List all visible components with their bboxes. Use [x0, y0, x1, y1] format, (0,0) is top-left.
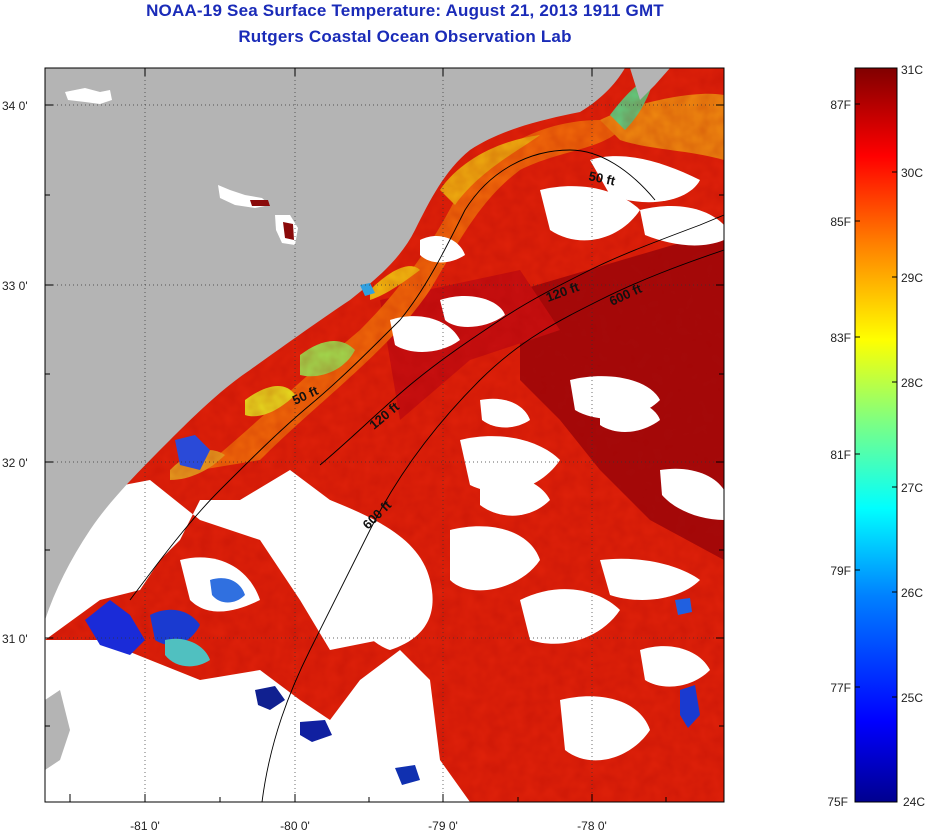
lon-label-79: -79 0': [428, 819, 458, 832]
scale-c-31: 31C: [901, 63, 923, 77]
colorbar-gradient: [854, 67, 898, 803]
scale-c-30: 30C: [901, 166, 923, 180]
lat-label-33: 33 0': [2, 279, 28, 293]
scale-f-77: 77F: [830, 681, 851, 695]
axis-ticks: [45, 68, 724, 802]
scale-f-83: 83F: [830, 331, 851, 345]
scale-c-27: 27C: [901, 481, 923, 495]
scale-c-29: 29C: [901, 271, 923, 285]
lat-label-31: 31 0': [2, 632, 28, 646]
scale-c-25: 25C: [901, 691, 923, 705]
scale-c-24: 24C: [903, 795, 925, 809]
map-subtitle: Rutgers Coastal Ocean Observation Lab: [238, 27, 572, 46]
lat-label-32: 32 0': [2, 456, 28, 470]
cloud-mask: [45, 156, 724, 802]
scale-f-87: 87F: [830, 98, 851, 112]
cool-water-patches: [85, 283, 700, 785]
bathymetry-contours: [129, 149, 724, 802]
lon-label-81: -81 0': [130, 819, 160, 832]
scale-f-85: 85F: [830, 215, 851, 229]
scale-c-26: 26C: [901, 586, 923, 600]
lon-label-78: -78 0': [577, 819, 607, 832]
map-frame: [44, 67, 725, 803]
lat-label-34: 34 0': [2, 99, 28, 113]
scale-f-75: 75F: [827, 795, 848, 809]
scale-f-79: 79F: [830, 564, 851, 578]
lon-label-80: -80 0': [280, 819, 310, 832]
contour-label-50ft-north: 50 ft: [587, 168, 617, 188]
inland-lake: [65, 88, 112, 104]
scale-f-81: 81F: [830, 448, 851, 462]
colorbar-ticks: [855, 103, 897, 698]
land-mass: [45, 68, 625, 620]
scale-c-28: 28C: [901, 376, 923, 390]
map-title: NOAA-19 Sea Surface Temperature: August …: [146, 1, 664, 20]
